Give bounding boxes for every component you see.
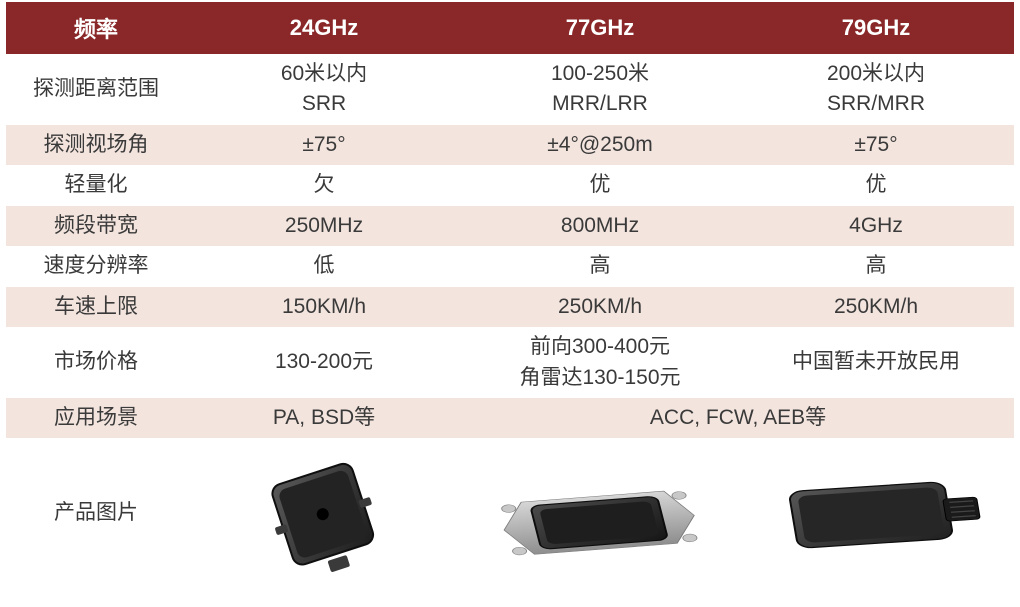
row-usecase: 应用场景 PA, BSD等 ACC, FCW, AEB等 [6,398,1014,438]
row-speed-limit: 车速上限 150KM/h 250KM/h 250KM/h [6,287,1014,327]
row-bandwidth: 频段带宽 250MHz 800MHz 4GHz [6,206,1014,246]
cell-price-79: 中国暂未开放民用 [738,327,1014,398]
cell-range-24: 60米以内SRR [186,54,462,125]
label-detection-range: 探测距离范围 [6,54,186,125]
cell-use-77-79: ACC, FCW, AEB等 [462,398,1014,438]
radar-79ghz-icon [738,443,1014,583]
cell-range-77: 100-250米MRR/LRR [462,54,738,125]
row-lightweight: 轻量化 欠 优 优 [6,165,1014,205]
cell-speed-77: 250KM/h [462,287,738,327]
cell-bw-77: 800MHz [462,206,738,246]
row-price: 市场价格 130-200元 前向300-400元角雷达130-150元 中国暂未… [6,327,1014,398]
cell-image-24 [186,438,462,588]
cell-fov-79: ±75° [738,125,1014,165]
cell-bw-24: 250MHz [186,206,462,246]
table-header-row: 频率 24GHz 77GHz 79GHz [6,2,1014,54]
cell-image-79 [738,438,1014,588]
cell-use-24: PA, BSD等 [186,398,462,438]
label-bandwidth: 频段带宽 [6,206,186,246]
label-usecase: 应用场景 [6,398,186,438]
cell-price-24: 130-200元 [186,327,462,398]
row-velocity-res: 速度分辨率 低 高 高 [6,246,1014,286]
cell-range-79: 200米以内SRR/MRR [738,54,1014,125]
cell-vres-24: 低 [186,246,462,286]
cell-light-77: 优 [462,165,738,205]
header-79ghz: 79GHz [738,2,1014,54]
label-price: 市场价格 [6,327,186,398]
header-24ghz: 24GHz [186,2,462,54]
radar-comparison-table: 频率 24GHz 77GHz 79GHz 探测距离范围 60米以内SRR 100… [6,2,1014,588]
label-velocity-res: 速度分辨率 [6,246,186,286]
row-fov: 探测视场角 ±75° ±4°@250m ±75° [6,125,1014,165]
cell-speed-24: 150KM/h [186,287,462,327]
row-product-image: 产品图片 [6,438,1014,588]
label-speed-limit: 车速上限 [6,287,186,327]
cell-bw-79: 4GHz [738,206,1014,246]
cell-light-24: 欠 [186,165,462,205]
label-lightweight: 轻量化 [6,165,186,205]
cell-fov-24: ±75° [186,125,462,165]
cell-vres-77: 高 [462,246,738,286]
row-detection-range: 探测距离范围 60米以内SRR 100-250米MRR/LRR 200米以内SR… [6,54,1014,125]
radar-77ghz-icon [462,443,738,583]
cell-fov-77: ±4°@250m [462,125,738,165]
header-frequency: 频率 [6,2,186,54]
cell-light-79: 优 [738,165,1014,205]
label-fov: 探测视场角 [6,125,186,165]
header-77ghz: 77GHz [462,2,738,54]
cell-vres-79: 高 [738,246,1014,286]
radar-24ghz-icon [186,443,462,583]
cell-speed-79: 250KM/h [738,287,1014,327]
cell-image-77 [462,438,738,588]
cell-price-77: 前向300-400元角雷达130-150元 [462,327,738,398]
label-product-image: 产品图片 [6,438,186,588]
